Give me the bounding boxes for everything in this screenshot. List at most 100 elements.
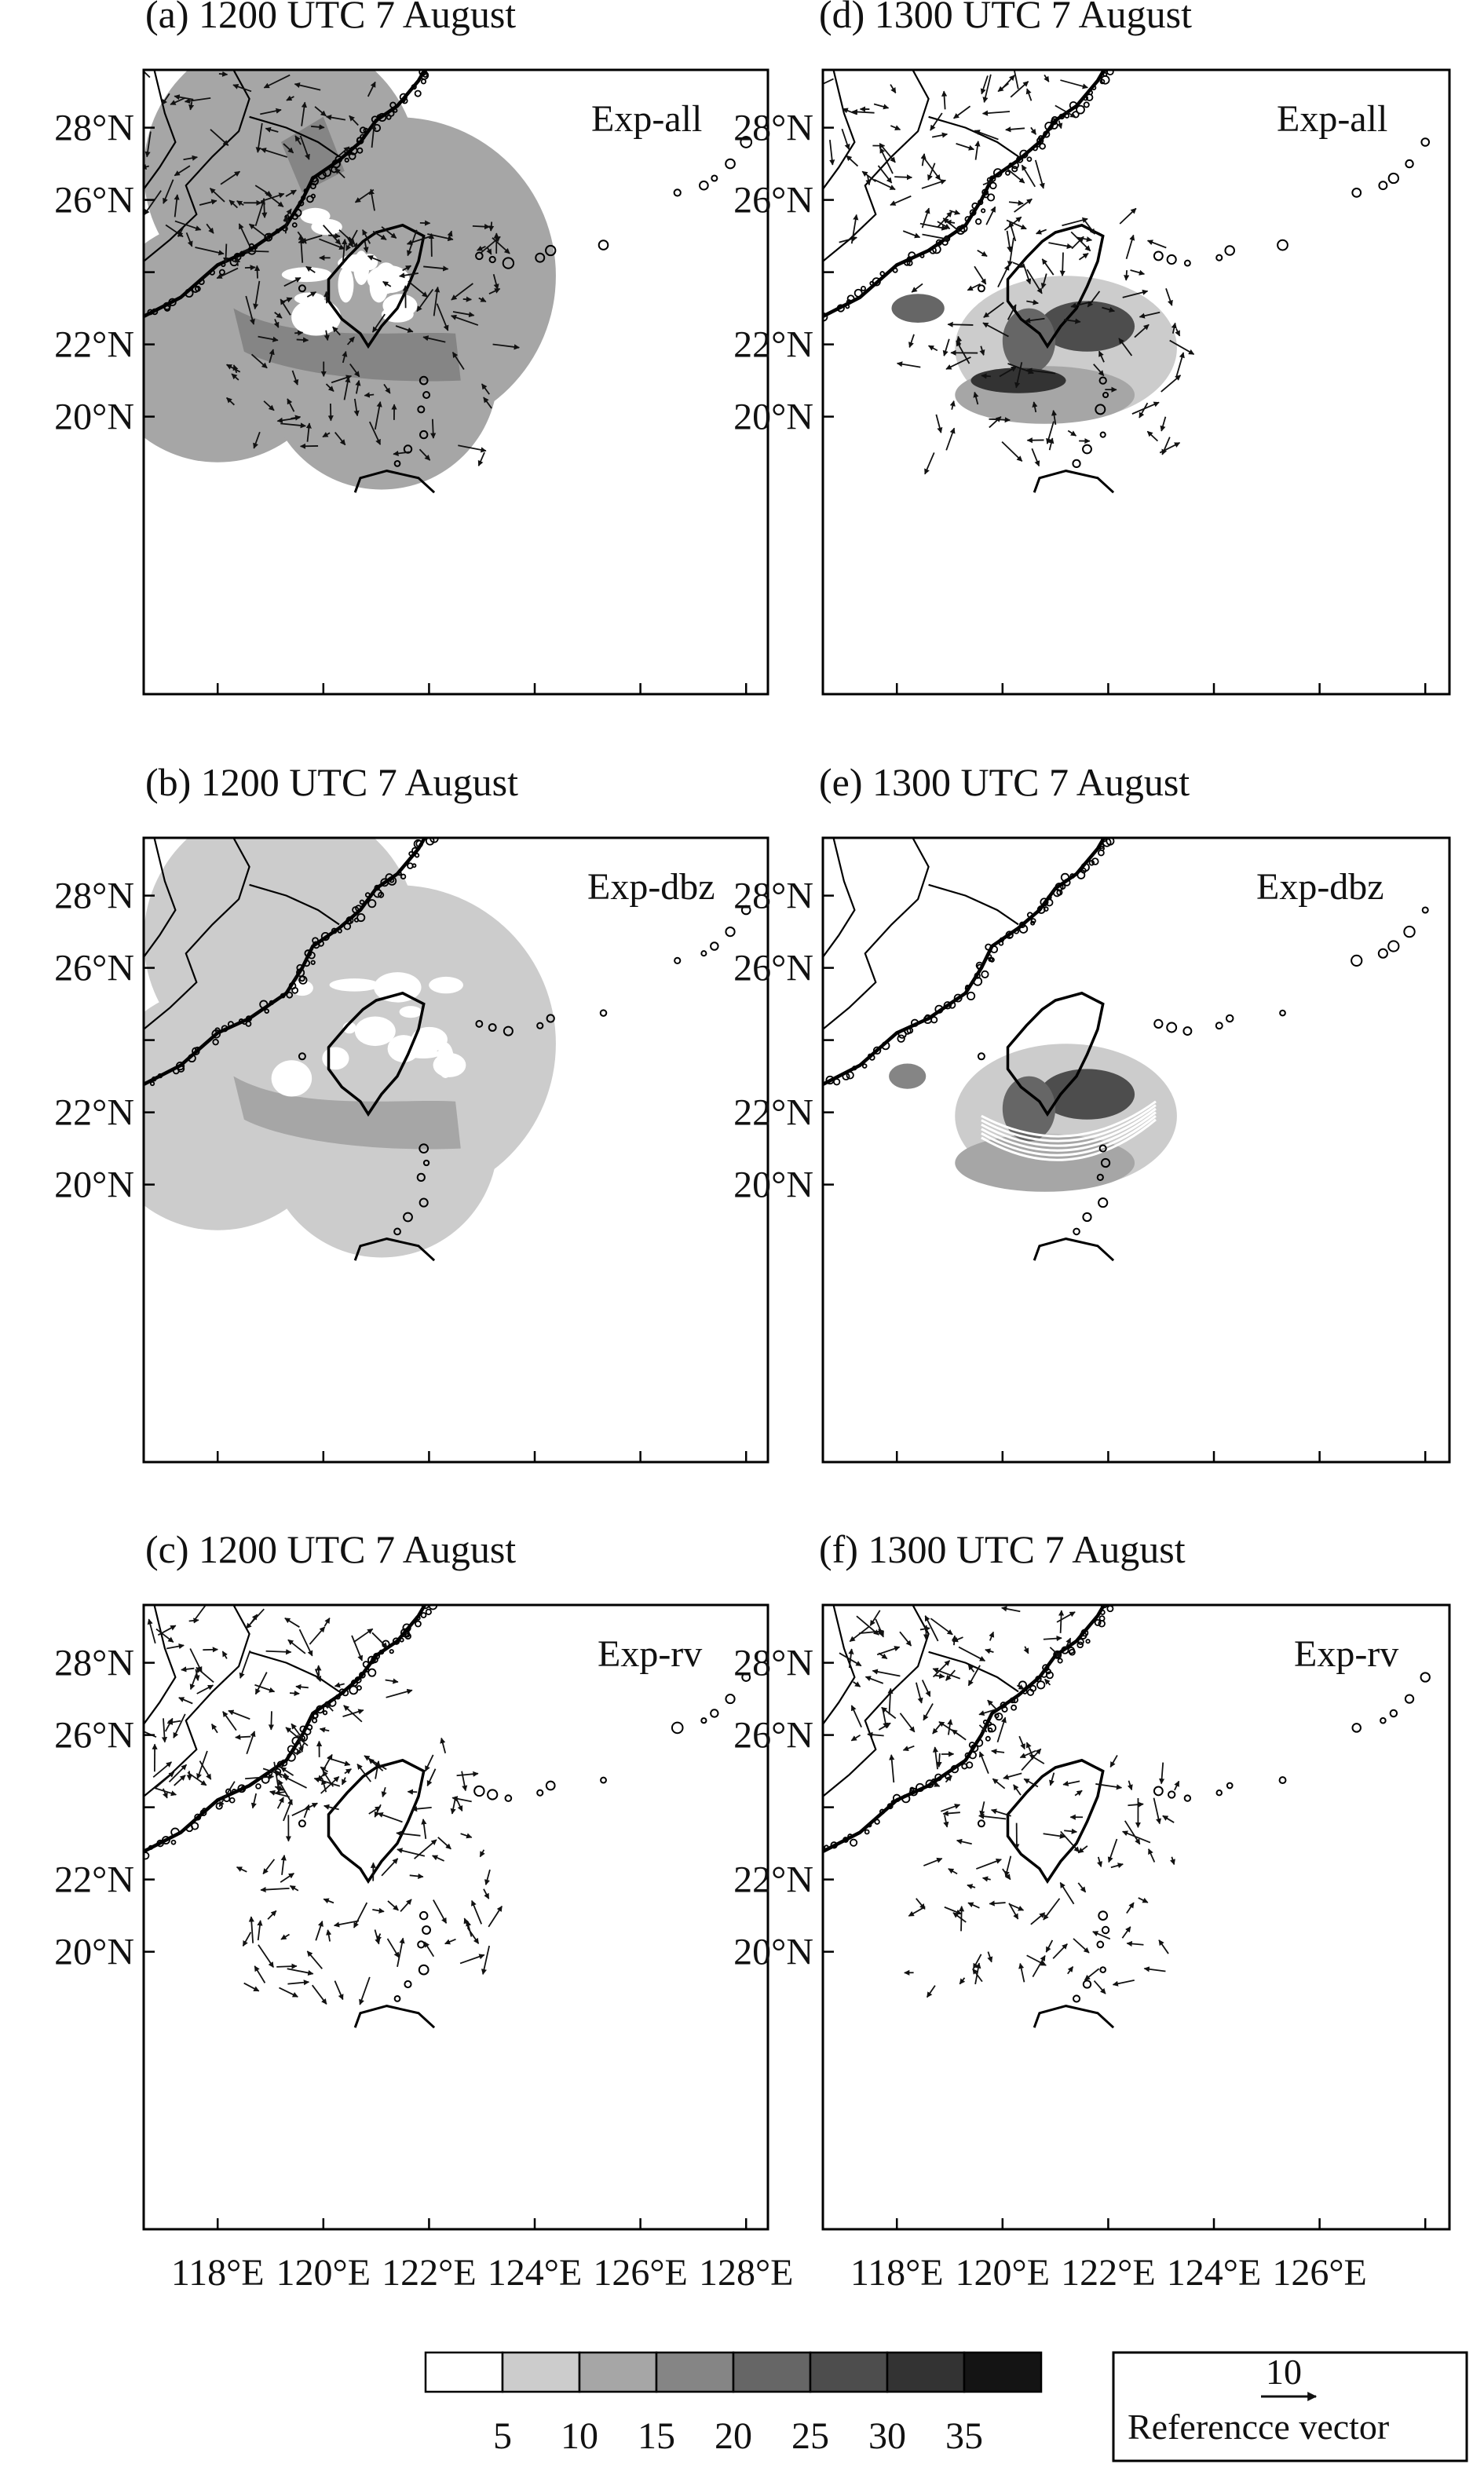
wind-vector bbox=[823, 78, 834, 85]
wind-vector bbox=[967, 1884, 976, 1890]
coastal-island bbox=[359, 899, 365, 905]
coastal-island bbox=[909, 1786, 915, 1792]
coastal-island bbox=[1076, 1641, 1084, 1649]
wind-vector bbox=[386, 1938, 400, 1958]
coastal-island bbox=[1039, 142, 1046, 150]
coastal-island bbox=[1018, 921, 1026, 929]
coastal-island bbox=[374, 884, 381, 891]
wind-vector bbox=[323, 330, 330, 342]
wind-vector bbox=[356, 1764, 371, 1782]
wind-vector bbox=[411, 1806, 432, 1812]
wind-vector bbox=[320, 1775, 340, 1794]
province-border bbox=[928, 1651, 1019, 1693]
coastal-island bbox=[934, 1773, 942, 1782]
wind-vector bbox=[921, 1680, 931, 1698]
wind-vector bbox=[1074, 1790, 1083, 1797]
wind-vector bbox=[1124, 270, 1130, 281]
wind-vector bbox=[399, 272, 419, 279]
wind-vector bbox=[989, 1631, 995, 1641]
wind-vector bbox=[323, 1618, 331, 1627]
coastal-island bbox=[948, 1001, 956, 1009]
wind-vector bbox=[280, 298, 291, 316]
panel-a: (a) 1200 UTC 7 August Exp-all 20°N 22°N 26… bbox=[54, 0, 769, 696]
ryukyu-island bbox=[488, 255, 496, 264]
coastal-island bbox=[364, 892, 371, 898]
wind-vector bbox=[1016, 1684, 1025, 1691]
coastal-island bbox=[943, 1001, 952, 1010]
lon-label: 122°E bbox=[382, 2252, 477, 2294]
coastal-island bbox=[892, 267, 898, 273]
wind-vector bbox=[921, 207, 930, 228]
coastal-island bbox=[1005, 930, 1014, 939]
longitude-labels-right: 118°E 120°E 122°E 124°E 126°E bbox=[850, 2252, 1367, 2294]
wind-vector bbox=[890, 84, 897, 93]
echo-gap bbox=[271, 1060, 313, 1097]
wind-vector bbox=[872, 1669, 901, 1677]
wind-vector bbox=[967, 1902, 980, 1909]
wind-vector bbox=[432, 1855, 444, 1862]
colorbar: 5 10 15 20 25 30 35 bbox=[424, 2351, 1043, 2457]
wind-vector bbox=[144, 190, 162, 215]
coastal-island bbox=[1106, 70, 1114, 75]
wind-vector bbox=[161, 93, 170, 105]
coastal-island bbox=[175, 1061, 185, 1071]
wind-vector bbox=[375, 1760, 381, 1779]
coastal-island bbox=[1083, 95, 1089, 101]
wind-vector bbox=[919, 222, 948, 231]
wind-vector bbox=[1174, 1780, 1180, 1791]
wind-vector bbox=[1162, 1815, 1175, 1823]
wind-vector bbox=[209, 188, 225, 203]
province-border bbox=[823, 838, 856, 959]
wind-vector bbox=[1014, 362, 1023, 389]
wind-vector bbox=[374, 400, 382, 430]
wind-vector bbox=[952, 1636, 963, 1643]
wind-vector bbox=[1044, 74, 1050, 82]
wind-vector bbox=[226, 397, 236, 406]
coastal-island bbox=[316, 1705, 325, 1714]
coastal-island bbox=[1040, 898, 1049, 907]
wind-vector bbox=[1008, 221, 1017, 242]
wind-vector bbox=[250, 353, 268, 369]
ryukyu-island bbox=[1377, 948, 1388, 959]
wind-vector bbox=[997, 264, 1010, 288]
wind-vector bbox=[982, 74, 992, 103]
batanes-island bbox=[419, 430, 429, 440]
wind-vector bbox=[948, 1868, 958, 1875]
ryukyu-island bbox=[1351, 1723, 1362, 1733]
wind-vector bbox=[849, 1625, 871, 1643]
ryukyu-island bbox=[1166, 254, 1177, 265]
coastal-island bbox=[968, 1742, 976, 1749]
coastal-island bbox=[267, 232, 272, 238]
wind-vector bbox=[349, 115, 359, 126]
lat-label: 22°N bbox=[54, 1092, 134, 1134]
coastal-island bbox=[881, 1041, 890, 1051]
coastal-island bbox=[362, 1661, 370, 1669]
wind-vector bbox=[263, 400, 275, 411]
wind-vector bbox=[196, 1750, 208, 1780]
wind-vector bbox=[359, 1976, 371, 2005]
wind-vector bbox=[1067, 1966, 1074, 1975]
coastal-island bbox=[966, 991, 976, 1000]
wind-vector bbox=[460, 1833, 473, 1839]
panel-c: (c) 1200 UTC 7 August Exp-rv 20°N 22°N 26°… bbox=[54, 1527, 769, 2231]
coastal-island bbox=[1044, 121, 1054, 131]
wind-vector bbox=[1029, 1754, 1045, 1764]
wind-vector bbox=[839, 236, 857, 243]
wind-vector bbox=[387, 1900, 399, 1911]
coastal-island bbox=[1011, 161, 1019, 170]
wind-vector bbox=[185, 232, 193, 247]
coastal-island bbox=[420, 79, 427, 85]
batanes-island bbox=[422, 1925, 431, 1935]
wind-vector bbox=[987, 1951, 993, 1963]
coastal-island bbox=[977, 199, 984, 206]
echo-core bbox=[1039, 301, 1135, 352]
wind-vector bbox=[462, 296, 472, 302]
wind-vector bbox=[342, 350, 348, 364]
wind-vector bbox=[879, 147, 894, 174]
echo-ring bbox=[981, 1115, 1157, 1157]
wind-vector bbox=[1059, 252, 1065, 276]
wind-vector bbox=[210, 1724, 218, 1734]
coastal-island bbox=[389, 101, 397, 109]
coastal-island bbox=[1011, 166, 1018, 173]
coastal-island bbox=[322, 167, 332, 177]
